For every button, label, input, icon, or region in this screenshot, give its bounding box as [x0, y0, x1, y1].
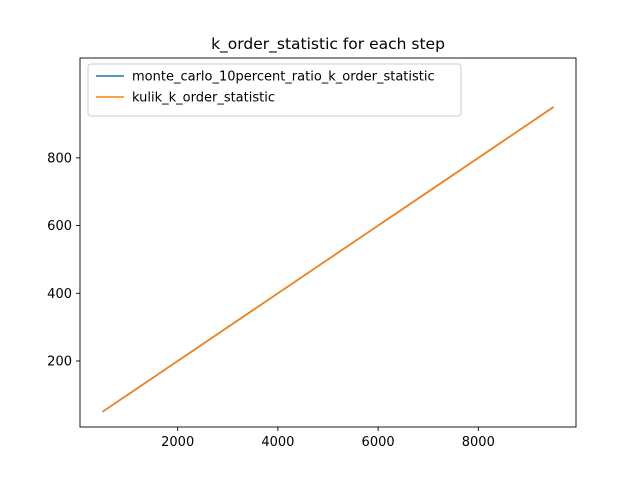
- series-lines: [102, 106, 554, 413]
- y-tick-label: 400: [47, 287, 72, 302]
- x-tick-label: 2000: [161, 435, 194, 450]
- y-tick-label: 200: [47, 354, 72, 369]
- x-tick-label: 6000: [362, 435, 395, 450]
- legend: monte_carlo_10percent_ratio_k_order_stat…: [87, 63, 462, 117]
- legend-label-1: monte_carlo_10percent_ratio_k_order_stat…: [132, 70, 435, 85]
- plot-area: [79, 57, 577, 428]
- legend-box: [87, 63, 462, 117]
- legend-label-2: kulik_k_order_statistic: [132, 91, 275, 106]
- plot-frame: [79, 57, 577, 428]
- y-tick-label: 800: [47, 151, 72, 166]
- series-line-2: [102, 106, 554, 413]
- chart-title: k_order_statistic for each step: [211, 35, 445, 54]
- x-axis: 2000 4000 6000 8000: [161, 427, 495, 450]
- y-tick-label: 600: [47, 219, 72, 234]
- x-tick-label: 8000: [462, 435, 495, 450]
- y-axis: 200 400 600 800: [47, 151, 80, 369]
- x-tick-label: 4000: [261, 435, 294, 450]
